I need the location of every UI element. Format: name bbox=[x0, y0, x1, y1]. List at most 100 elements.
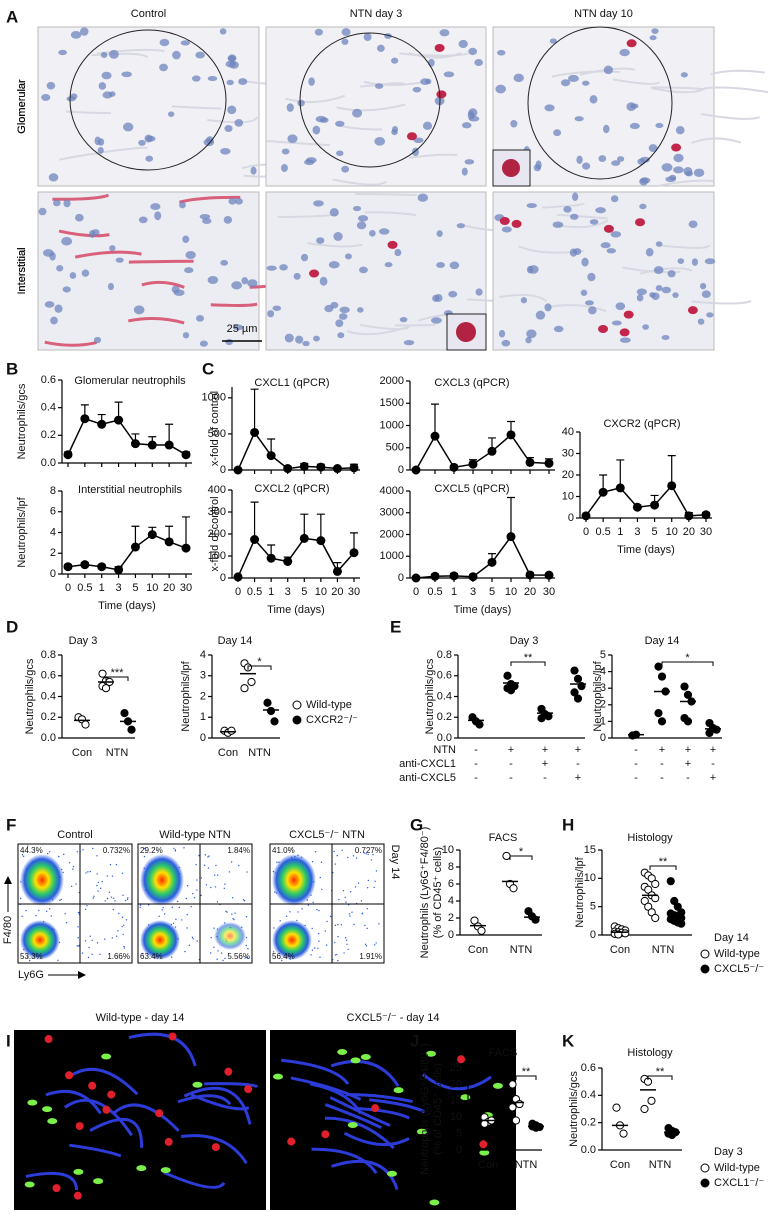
y-tick-label: 2 bbox=[50, 547, 56, 559]
event bbox=[365, 853, 367, 855]
y-tick-label: 6 bbox=[50, 506, 56, 518]
cell bbox=[416, 1128, 427, 1135]
point bbox=[705, 728, 714, 738]
nucleus bbox=[589, 95, 598, 104]
nucleus bbox=[357, 215, 369, 222]
event bbox=[245, 936, 248, 939]
nucleus bbox=[497, 49, 506, 56]
legend-title: Day 3 bbox=[714, 1146, 743, 1158]
cell bbox=[52, 1184, 61, 1193]
nucleus bbox=[603, 65, 614, 75]
y-tick-label: 1 bbox=[600, 715, 606, 727]
x-tick-label: NTN bbox=[652, 944, 675, 956]
y-axis-label: Neutrophils/lpf bbox=[574, 856, 586, 927]
event bbox=[366, 907, 369, 910]
nucleus bbox=[458, 39, 468, 49]
event bbox=[348, 904, 350, 906]
point bbox=[657, 717, 667, 726]
point bbox=[573, 694, 583, 703]
point bbox=[349, 548, 359, 558]
y-tick-label: 20 bbox=[450, 1078, 462, 1090]
event bbox=[77, 926, 79, 928]
nucleus bbox=[121, 71, 132, 78]
tubule bbox=[336, 103, 406, 112]
cell bbox=[425, 1050, 436, 1057]
event bbox=[22, 855, 25, 858]
nucleus bbox=[701, 290, 711, 298]
event bbox=[224, 883, 226, 885]
event bbox=[307, 904, 310, 906]
nucleus bbox=[673, 166, 684, 174]
y-tick-label: 0 bbox=[50, 568, 56, 580]
point bbox=[63, 450, 73, 460]
event bbox=[48, 851, 51, 853]
y-tick-label: 25 bbox=[450, 1062, 462, 1074]
y-tick-label: 0.6 bbox=[581, 1062, 596, 1074]
significance-bracket bbox=[661, 661, 714, 666]
membrane bbox=[329, 1096, 391, 1127]
nucleus bbox=[425, 78, 432, 85]
event bbox=[127, 897, 129, 899]
population bbox=[272, 854, 316, 906]
nucleus bbox=[107, 282, 114, 291]
nucleus bbox=[468, 47, 478, 56]
nucleus bbox=[91, 229, 100, 236]
nucleus bbox=[384, 262, 393, 268]
x-tick-label: 10 bbox=[146, 582, 158, 594]
point bbox=[181, 543, 191, 553]
membrane bbox=[63, 1098, 133, 1137]
event bbox=[38, 909, 40, 912]
event bbox=[110, 896, 113, 898]
cell bbox=[24, 1181, 35, 1188]
nucleus bbox=[661, 163, 673, 172]
panel-letter: G bbox=[410, 815, 423, 834]
cell bbox=[350, 1057, 361, 1064]
y-tick-label: 6 bbox=[448, 878, 454, 890]
cell bbox=[492, 1082, 503, 1089]
nucleus bbox=[69, 272, 77, 279]
event bbox=[96, 873, 98, 875]
event bbox=[196, 889, 198, 891]
nucleus bbox=[50, 316, 58, 325]
event bbox=[21, 854, 24, 856]
nucleus bbox=[374, 137, 386, 146]
event bbox=[174, 850, 177, 852]
nucleus bbox=[154, 211, 162, 221]
event bbox=[92, 897, 94, 899]
point bbox=[332, 464, 342, 474]
nucleus bbox=[369, 229, 376, 237]
event bbox=[112, 897, 115, 899]
nucleus bbox=[227, 105, 237, 115]
point bbox=[612, 1103, 621, 1112]
nucleus bbox=[80, 27, 89, 36]
significance-bracket bbox=[247, 665, 272, 670]
tubule bbox=[612, 78, 660, 85]
event bbox=[228, 871, 231, 873]
membrane bbox=[69, 1143, 122, 1158]
significance: * bbox=[685, 652, 690, 664]
event bbox=[346, 943, 348, 946]
cell bbox=[287, 1137, 296, 1146]
event bbox=[314, 851, 317, 853]
nucleus bbox=[202, 218, 212, 224]
chart-title: FACS bbox=[489, 1047, 518, 1059]
quadrant-value: 53.3% bbox=[20, 952, 43, 961]
x-tick-label: 3 bbox=[116, 582, 122, 594]
event bbox=[210, 952, 212, 954]
event bbox=[272, 951, 275, 953]
event bbox=[344, 896, 346, 899]
nucleus bbox=[636, 288, 647, 296]
nucleus bbox=[672, 292, 679, 298]
event bbox=[366, 887, 369, 889]
membrane bbox=[324, 1103, 382, 1130]
quadrant-value: 29.2% bbox=[140, 846, 163, 855]
nucleus bbox=[328, 261, 340, 269]
nucleus bbox=[639, 177, 649, 186]
cell bbox=[73, 1168, 84, 1175]
membrane bbox=[369, 1098, 426, 1114]
event bbox=[245, 956, 248, 959]
legend-title: Day 14 bbox=[714, 932, 749, 944]
y-tick-label: 200 bbox=[208, 528, 226, 540]
point bbox=[544, 570, 554, 580]
x-tick-label: 5 bbox=[489, 586, 495, 598]
